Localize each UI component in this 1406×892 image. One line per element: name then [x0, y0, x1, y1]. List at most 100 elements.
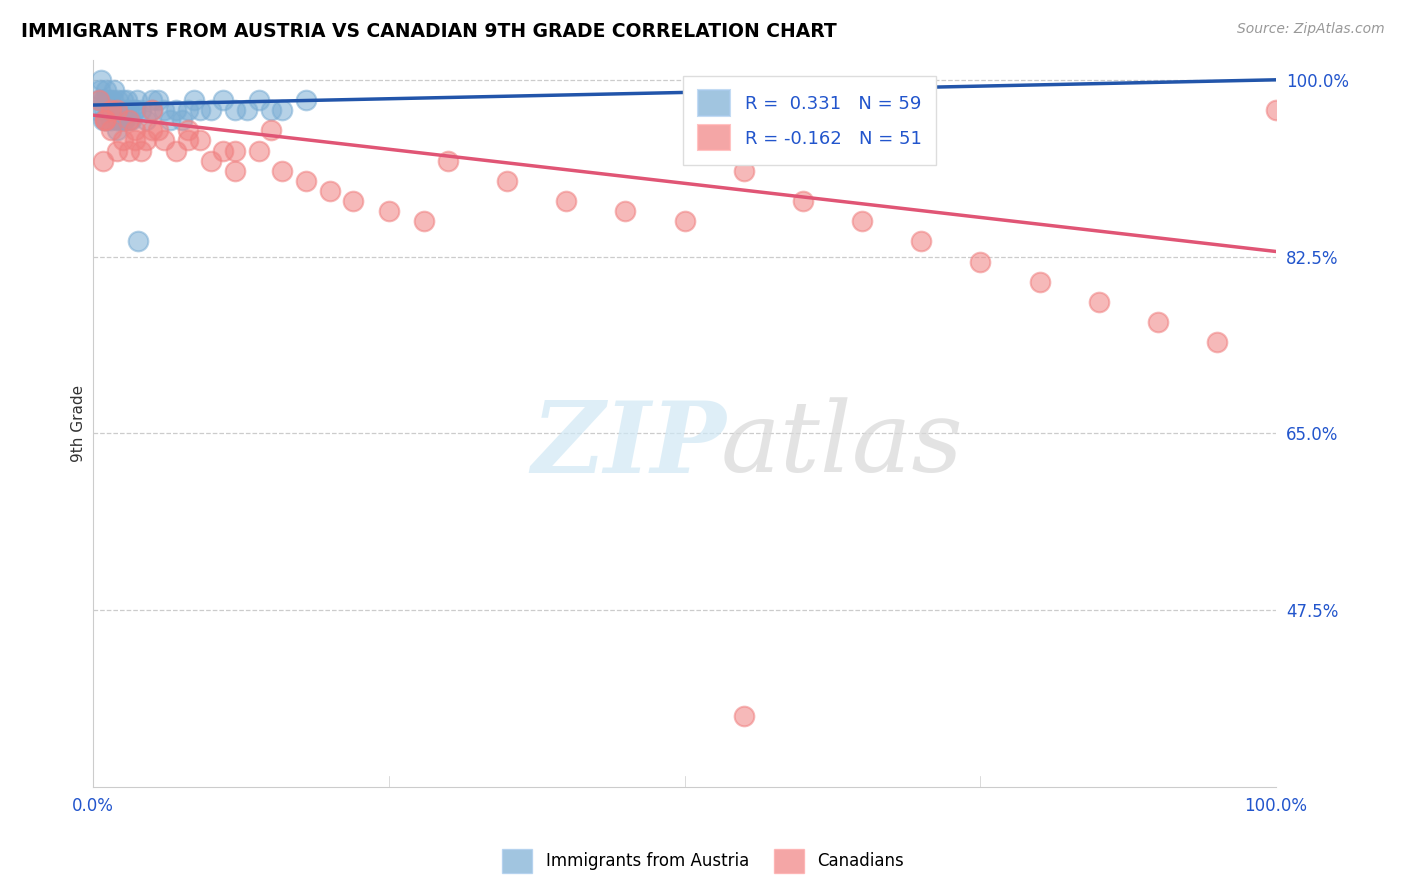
Point: [792, 194, 814, 208]
Point: [94, 113, 117, 128]
Point: [96, 93, 118, 107]
Point: [111, 133, 134, 147]
Point: [86, 103, 108, 117]
Point: [118, 113, 141, 128]
Point: [141, 103, 163, 117]
Point: [342, 194, 364, 208]
Point: [165, 144, 187, 158]
Point: [110, 113, 132, 128]
Text: Source: ZipAtlas.com: Source: ZipAtlas.com: [1237, 22, 1385, 37]
Point: [105, 123, 128, 137]
Point: [259, 103, 281, 117]
Point: [117, 93, 139, 107]
Point: [236, 103, 259, 117]
Point: [177, 103, 200, 117]
Point: [100, 103, 122, 117]
Point: [413, 214, 436, 228]
Point: [733, 163, 755, 178]
Point: [555, 194, 578, 208]
Point: [247, 93, 270, 107]
Point: [111, 93, 134, 107]
Point: [437, 153, 460, 168]
Text: atlas: atlas: [720, 398, 963, 492]
Point: [224, 144, 246, 158]
Point: [115, 103, 138, 117]
Point: [1087, 295, 1109, 310]
Point: [124, 103, 146, 117]
Point: [127, 235, 149, 249]
Point: [105, 103, 128, 117]
Point: [141, 93, 163, 107]
Point: [153, 103, 176, 117]
Point: [110, 103, 132, 117]
Point: [188, 133, 211, 147]
Point: [111, 113, 134, 128]
Point: [124, 103, 146, 117]
Y-axis label: 9th Grade: 9th Grade: [72, 384, 86, 462]
Point: [135, 133, 157, 147]
Point: [87, 93, 110, 107]
Point: [200, 153, 222, 168]
Point: [1206, 335, 1229, 350]
Point: [247, 144, 270, 158]
Point: [673, 214, 696, 228]
Point: [101, 103, 124, 117]
Point: [212, 144, 235, 158]
Point: [177, 133, 200, 147]
Point: [141, 103, 163, 117]
Point: [295, 93, 318, 107]
Point: [124, 133, 146, 147]
Point: [91, 93, 114, 107]
Point: [614, 204, 637, 219]
Point: [118, 144, 141, 158]
Point: [183, 93, 205, 107]
Point: [496, 174, 519, 188]
Point: [212, 93, 235, 107]
Point: [100, 103, 122, 117]
Point: [148, 93, 170, 107]
Point: [120, 113, 142, 128]
Point: [93, 103, 115, 117]
Point: [118, 113, 141, 128]
Point: [100, 123, 122, 137]
Point: [90, 72, 112, 87]
Point: [103, 83, 125, 97]
Point: [969, 254, 991, 268]
Point: [200, 103, 222, 117]
Point: [105, 113, 128, 128]
Point: [114, 113, 136, 128]
Point: [271, 103, 294, 117]
Point: [153, 133, 176, 147]
Point: [103, 103, 125, 117]
Point: [89, 83, 111, 97]
Point: [1265, 103, 1288, 117]
Point: [141, 123, 163, 137]
Point: [733, 709, 755, 723]
Point: [94, 113, 117, 128]
Point: [104, 103, 127, 117]
Point: [94, 113, 117, 128]
Point: [165, 103, 187, 117]
Point: [103, 93, 125, 107]
Text: IMMIGRANTS FROM AUSTRIA VS CANADIAN 9TH GRADE CORRELATION CHART: IMMIGRANTS FROM AUSTRIA VS CANADIAN 9TH …: [21, 22, 837, 41]
Point: [118, 103, 141, 117]
Point: [96, 113, 118, 128]
Point: [295, 174, 318, 188]
Text: ZIP: ZIP: [531, 397, 725, 493]
Legend: R =  0.331   N = 59, R = -0.162   N = 51: R = 0.331 N = 59, R = -0.162 N = 51: [683, 76, 936, 165]
Point: [129, 103, 152, 117]
Point: [319, 184, 342, 198]
Point: [177, 123, 200, 137]
Point: [107, 93, 129, 107]
Point: [91, 113, 114, 128]
Point: [259, 123, 281, 137]
Point: [851, 214, 873, 228]
Legend: Immigrants from Austria, Canadians: Immigrants from Austria, Canadians: [495, 842, 911, 880]
Point: [910, 235, 932, 249]
Point: [224, 103, 246, 117]
Point: [124, 123, 146, 137]
Point: [378, 204, 401, 219]
Point: [105, 144, 128, 158]
Point: [100, 113, 122, 128]
Point: [108, 103, 131, 117]
